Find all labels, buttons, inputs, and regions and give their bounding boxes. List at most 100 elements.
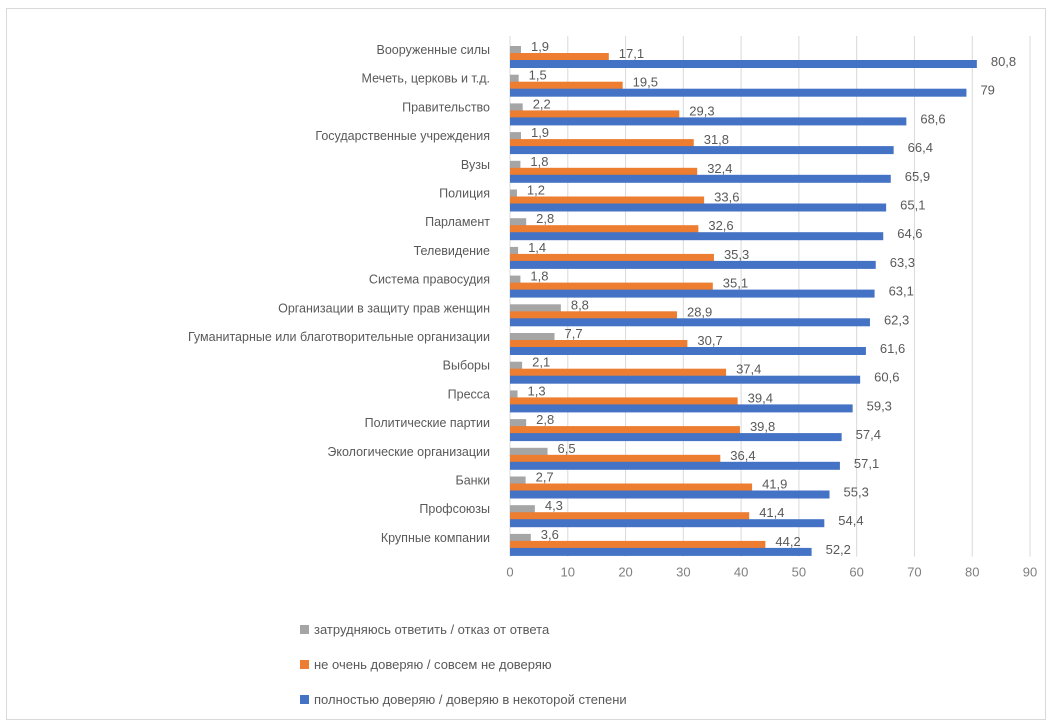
bar bbox=[510, 361, 523, 370]
bar bbox=[510, 189, 517, 198]
bar bbox=[510, 547, 812, 556]
legend-label-trust: полностью доверяю / доверяю в некоторой … bbox=[314, 692, 627, 707]
bar bbox=[510, 333, 555, 341]
category-label: Парламент bbox=[425, 215, 490, 229]
category-label: Система правосудия bbox=[369, 273, 490, 287]
bar bbox=[510, 397, 738, 406]
x-tick-label: 40 bbox=[734, 565, 748, 580]
category-label: Экологические организации bbox=[327, 445, 490, 459]
bar bbox=[510, 174, 891, 183]
category-label: Пресса bbox=[448, 387, 490, 401]
bar bbox=[510, 146, 894, 155]
bar bbox=[510, 426, 740, 435]
category-label: Правительство bbox=[402, 100, 490, 114]
legend-item-trust: полностью доверяю / доверяю в некоторой … bbox=[300, 692, 627, 707]
bar bbox=[510, 232, 884, 241]
bar bbox=[510, 447, 548, 456]
data-label: 4,3 bbox=[545, 498, 563, 513]
data-label: 6,5 bbox=[558, 441, 576, 456]
bar bbox=[510, 196, 705, 205]
x-tick-label: 10 bbox=[561, 565, 575, 580]
data-label: 79 bbox=[980, 83, 994, 98]
legend-label-distrust: не очень доверяю / совсем не доверяю bbox=[314, 657, 552, 672]
bar bbox=[510, 167, 698, 176]
data-label: 2,8 bbox=[536, 412, 554, 427]
data-label: 68,6 bbox=[920, 111, 945, 126]
data-label: 62,3 bbox=[884, 312, 909, 327]
category-label: Банки bbox=[455, 474, 490, 488]
bar bbox=[510, 282, 713, 291]
category-label: Политические партии bbox=[365, 416, 490, 430]
data-label: 17,1 bbox=[619, 46, 644, 61]
data-label: 39,4 bbox=[748, 390, 773, 405]
bar bbox=[510, 540, 766, 549]
legend-swatch-no-answer bbox=[300, 625, 309, 634]
bar bbox=[510, 533, 531, 542]
data-label: 63,3 bbox=[890, 255, 915, 270]
data-label: 2,2 bbox=[533, 96, 551, 111]
bar bbox=[510, 60, 977, 68]
bar bbox=[510, 318, 870, 327]
bar bbox=[510, 103, 523, 112]
data-label: 1,2 bbox=[527, 183, 545, 198]
category-label: Организации в защиту прав женщин bbox=[278, 301, 490, 315]
legend-item-no-answer: затрудняюсь ответить / отказ от ответа bbox=[300, 622, 549, 637]
x-tick-label: 70 bbox=[907, 565, 921, 580]
bar bbox=[510, 454, 721, 463]
data-label: 1,8 bbox=[530, 269, 548, 284]
data-label: 41,4 bbox=[759, 505, 784, 520]
bar bbox=[510, 404, 853, 413]
data-label: 44,2 bbox=[775, 534, 800, 549]
bar bbox=[510, 218, 527, 227]
data-label: 39,8 bbox=[750, 419, 775, 434]
bar bbox=[510, 311, 677, 320]
data-label: 57,4 bbox=[856, 427, 881, 442]
data-label: 33,6 bbox=[714, 190, 739, 205]
category-label: Мечеть, церковь и т.д. bbox=[362, 72, 490, 86]
category-label: Вооруженные силы bbox=[377, 43, 490, 57]
legend-swatch-trust bbox=[300, 695, 309, 704]
data-label: 3,6 bbox=[541, 527, 559, 542]
data-label: 1,3 bbox=[528, 383, 546, 398]
bar bbox=[510, 476, 526, 485]
x-tick-label: 30 bbox=[676, 565, 690, 580]
category-label: Гуманитарные или благотворительные орган… bbox=[188, 330, 490, 344]
bar bbox=[510, 289, 875, 298]
data-label: 28,9 bbox=[687, 304, 712, 319]
data-label: 80,8 bbox=[991, 54, 1016, 69]
bar bbox=[510, 275, 521, 284]
data-label: 37,4 bbox=[736, 362, 761, 377]
data-label: 2,8 bbox=[536, 211, 554, 226]
category-label: Крупные компании bbox=[381, 531, 490, 545]
bar-chart: 0 10 20 30 40 50 60 70 80 90 Вооруженные силы 1,9 17… bbox=[188, 36, 1037, 580]
data-label: 8,8 bbox=[571, 297, 589, 312]
bar bbox=[510, 53, 609, 61]
bar bbox=[510, 81, 623, 90]
data-label: 30,7 bbox=[697, 333, 722, 348]
bar bbox=[510, 304, 561, 313]
bar bbox=[510, 88, 967, 97]
bar bbox=[510, 203, 887, 212]
data-label: 52,2 bbox=[826, 542, 851, 557]
legend-swatch-distrust bbox=[300, 660, 309, 669]
data-label: 19,5 bbox=[633, 75, 658, 90]
data-label: 35,1 bbox=[723, 276, 748, 291]
x-tick-label: 0 bbox=[506, 565, 513, 580]
data-label: 60,6 bbox=[874, 370, 899, 385]
data-label: 31,8 bbox=[704, 132, 729, 147]
bar bbox=[510, 110, 680, 119]
bar bbox=[510, 461, 840, 470]
bar bbox=[510, 390, 518, 399]
data-label: 65,9 bbox=[905, 169, 930, 184]
bar bbox=[510, 347, 866, 355]
bar bbox=[510, 260, 876, 269]
bar bbox=[510, 46, 521, 54]
bar bbox=[510, 139, 694, 148]
data-label: 29,3 bbox=[689, 103, 714, 118]
bar bbox=[510, 368, 727, 377]
bar bbox=[510, 519, 825, 528]
x-tick-label: 80 bbox=[965, 565, 979, 580]
bar bbox=[510, 246, 519, 255]
category-label: Государственные учреждения bbox=[315, 129, 490, 143]
category-label: Вузы bbox=[461, 158, 490, 172]
